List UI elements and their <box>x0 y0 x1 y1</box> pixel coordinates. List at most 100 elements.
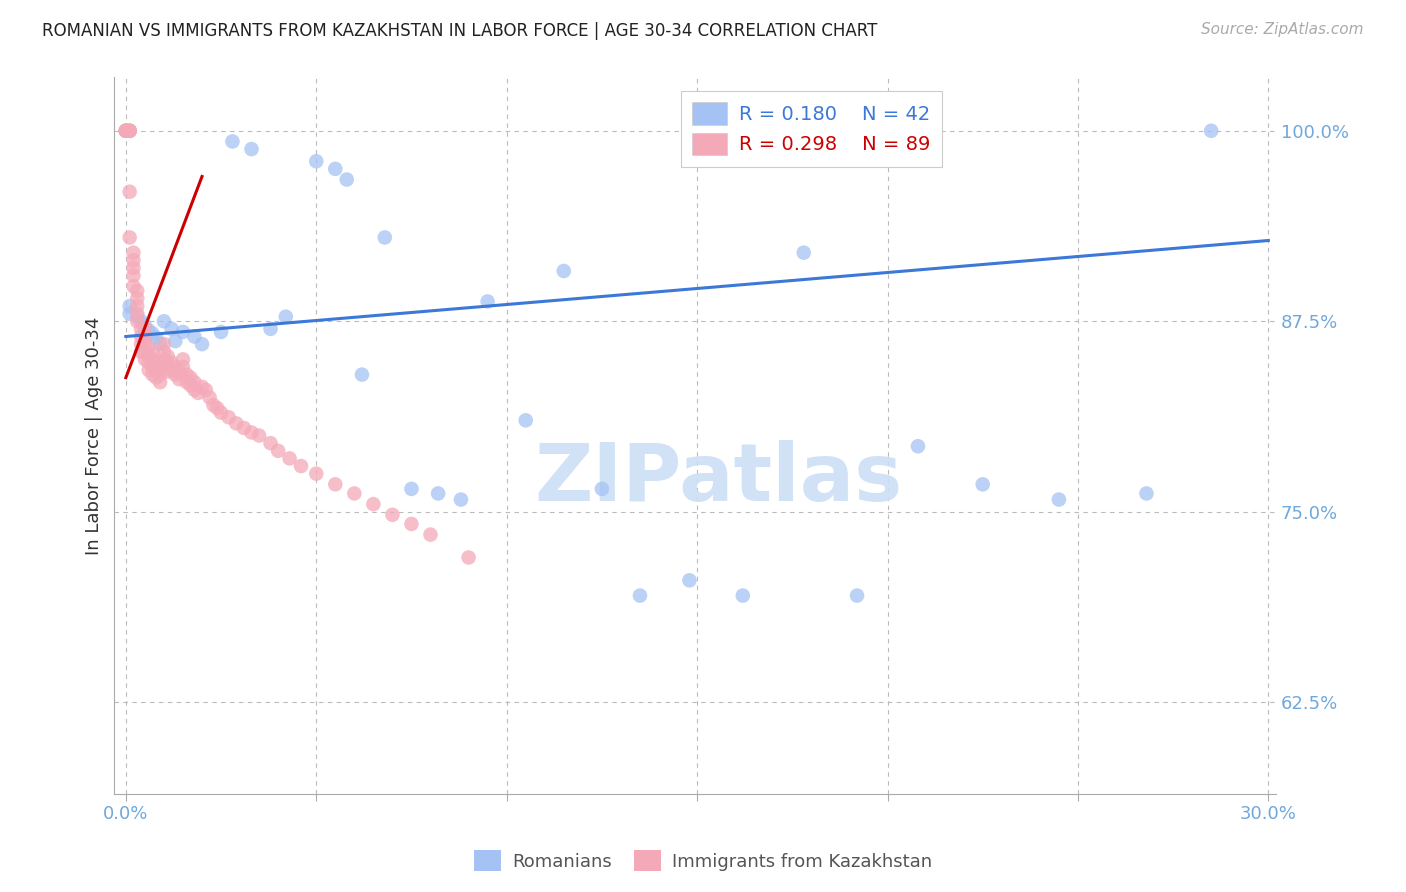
Point <box>149 337 172 351</box>
Point <box>156 365 179 379</box>
Point <box>793 245 815 260</box>
Text: ROMANIAN VS IMMIGRANTS FROM KAZAKHSTAN IN LABOR FORCE | AGE 30-34 CORRELATION CH: ROMANIAN VS IMMIGRANTS FROM KAZAKHSTAN I… <box>42 22 877 40</box>
Point <box>678 574 700 588</box>
Point <box>122 245 145 260</box>
Point <box>180 370 202 384</box>
Point <box>187 385 209 400</box>
Point <box>363 497 385 511</box>
Legend: Romanians, Immigrants from Kazakhstan: Romanians, Immigrants from Kazakhstan <box>467 843 939 879</box>
Point <box>176 375 198 389</box>
Point <box>202 398 225 412</box>
Point <box>149 368 172 382</box>
Point <box>191 337 214 351</box>
Point <box>1135 486 1157 500</box>
Point <box>172 352 194 367</box>
Point <box>153 352 176 367</box>
Point <box>167 372 190 386</box>
Point <box>141 344 163 359</box>
Point <box>141 326 163 341</box>
Point <box>114 124 136 138</box>
Point <box>127 299 149 313</box>
Point <box>167 365 190 379</box>
Point <box>323 161 346 176</box>
Point <box>129 337 152 351</box>
Point <box>160 322 183 336</box>
Point <box>221 135 243 149</box>
Point <box>278 451 301 466</box>
Point <box>129 344 152 359</box>
Point <box>846 589 869 603</box>
Point <box>218 410 240 425</box>
Point <box>156 357 179 371</box>
Point <box>172 359 194 374</box>
Point <box>122 253 145 268</box>
Point <box>114 124 136 138</box>
Point <box>118 124 141 138</box>
Point <box>114 124 136 138</box>
Point <box>450 492 472 507</box>
Point <box>180 378 202 392</box>
Point <box>141 352 163 367</box>
Point <box>401 516 423 531</box>
Point <box>477 294 499 309</box>
Point <box>134 329 156 343</box>
Point <box>127 310 149 324</box>
Point <box>267 443 290 458</box>
Point <box>628 589 651 603</box>
Point <box>118 124 141 138</box>
Point <box>191 380 214 394</box>
Point <box>141 359 163 374</box>
Point <box>118 185 141 199</box>
Point <box>118 230 141 244</box>
Point <box>731 589 754 603</box>
Point <box>138 363 160 377</box>
Point <box>972 477 994 491</box>
Point <box>138 348 160 362</box>
Point <box>127 314 149 328</box>
Point <box>240 425 263 440</box>
Point <box>183 329 205 343</box>
Point <box>153 344 176 359</box>
Point <box>374 230 396 244</box>
Point <box>156 349 179 363</box>
Point <box>323 477 346 491</box>
Point <box>207 401 229 416</box>
Point <box>129 322 152 336</box>
Point <box>198 391 221 405</box>
Point <box>1199 124 1222 138</box>
Point <box>259 436 281 450</box>
Point <box>153 359 176 374</box>
Point <box>907 439 929 453</box>
Point <box>160 363 183 377</box>
Point <box>138 340 160 354</box>
Point <box>118 124 141 138</box>
Point <box>290 458 312 473</box>
Point <box>457 550 479 565</box>
Point <box>259 322 281 336</box>
Point <box>149 375 172 389</box>
Point <box>127 307 149 321</box>
Y-axis label: In Labor Force | Age 30-34: In Labor Force | Age 30-34 <box>86 317 103 555</box>
Point <box>381 508 404 522</box>
Point <box>129 329 152 343</box>
Point <box>183 375 205 389</box>
Point <box>165 368 187 382</box>
Point <box>172 325 194 339</box>
Point <box>141 368 163 382</box>
Point <box>145 355 167 369</box>
Point <box>427 486 450 500</box>
Point <box>515 413 537 427</box>
Point <box>122 260 145 275</box>
Point <box>127 292 149 306</box>
Point <box>194 383 217 397</box>
Point <box>274 310 297 324</box>
Legend: R = 0.180    N = 42, R = 0.298    N = 89: R = 0.180 N = 42, R = 0.298 N = 89 <box>681 91 942 167</box>
Point <box>209 406 232 420</box>
Point <box>138 323 160 337</box>
Point <box>225 417 247 431</box>
Point <box>134 352 156 367</box>
Point <box>118 307 141 321</box>
Point <box>419 527 441 541</box>
Point <box>240 142 263 156</box>
Text: ZIPatlas: ZIPatlas <box>534 440 903 517</box>
